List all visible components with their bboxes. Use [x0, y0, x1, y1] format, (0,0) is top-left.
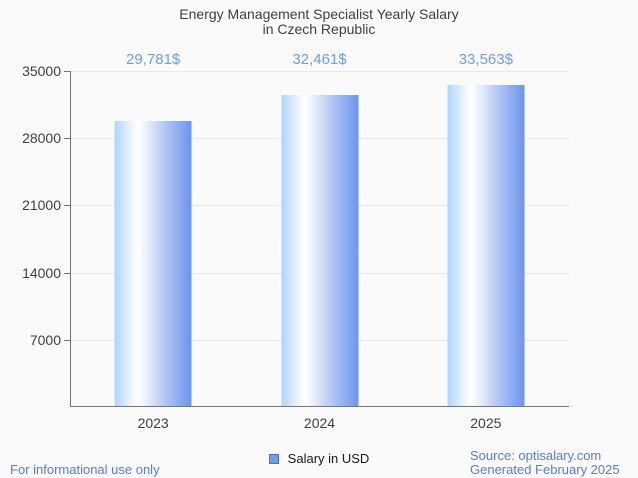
y-tick-14000 — [64, 272, 70, 274]
y-tick-label-28000: 28000 — [22, 130, 61, 147]
bar-value-label-2025: 33,563$ — [458, 51, 513, 68]
source-block: Source: optisalary.com Generated Februar… — [470, 449, 620, 477]
y-tick-label-21000: 21000 — [22, 197, 61, 214]
x-tick-label-2023: 2023 — [137, 415, 169, 431]
chart-title-line1: Energy Management Specialist Yearly Sala… — [179, 6, 459, 22]
source-text: Source: optisalary.com — [470, 448, 602, 463]
bar-2023 — [114, 121, 192, 407]
disclaimer-text: For informational use only — [10, 462, 160, 477]
y-axis-line — [70, 71, 71, 407]
bar-2025 — [447, 84, 525, 407]
x-tick-label-2024: 2024 — [303, 415, 336, 431]
chart-title-line2: in Czech Republic — [262, 21, 376, 37]
y-tick-label-35000: 35000 — [22, 63, 61, 79]
x-axis-line — [70, 406, 569, 407]
y-tick-label-7000: 7000 — [29, 331, 61, 348]
y-tick-7000 — [64, 339, 70, 341]
chart-title: Energy Management Specialist Yearly Sala… — [0, 7, 638, 37]
y-tick-21000 — [64, 205, 70, 207]
generated-text: Generated February 2025 — [470, 462, 620, 477]
bar-value-label-2023: 29,781$ — [126, 51, 181, 68]
legend: Salary in USD — [0, 451, 638, 466]
legend-label: Salary in USD — [287, 451, 370, 466]
grid-line-35000 — [70, 71, 569, 72]
y-tick-28000 — [64, 138, 70, 140]
y-tick-label-14000: 14000 — [22, 264, 61, 281]
bar-value-label-2024: 32,461$ — [292, 51, 347, 68]
y-tick-35000 — [64, 71, 70, 72]
plot-area: 35000 28000 21000 14000 7000 29,781$ 2023 32,46… — [22, 51, 569, 431]
x-tick-label-2025: 2025 — [470, 415, 502, 431]
bar-2024 — [281, 95, 358, 407]
legend-swatch-icon — [268, 453, 279, 464]
